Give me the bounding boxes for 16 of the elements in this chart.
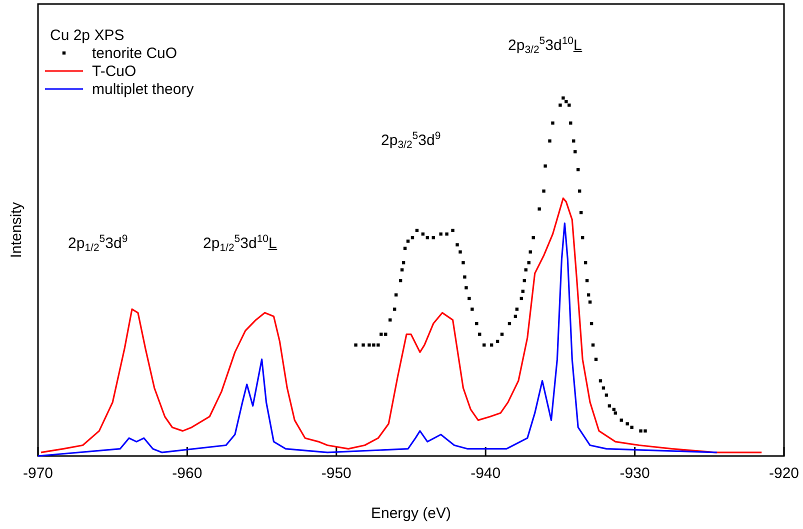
x-tick-label: -950 — [321, 465, 352, 482]
annotation: 2p$_{1/2}$$^{5}$3d$^{9}$ — [68, 232, 128, 254]
x-tick-label: -970 — [22, 465, 54, 482]
legend-label: multiplet theory — [92, 81, 194, 98]
x-tick-label: -930 — [620, 465, 650, 482]
y-axis-title: Intensity — [8, 202, 25, 258]
legend-label: tenorite CuO — [92, 45, 178, 62]
annotation: 2p$_{3/2}$$^{5}$3d$^{9}$ — [381, 130, 441, 151]
legend-title: Cu 2p XPS — [50, 27, 124, 44]
x-tick-label: -960 — [172, 465, 202, 482]
x-tick-label: -940 — [470, 465, 501, 482]
x-axis-title: Energy (eV) — [370, 505, 452, 522]
text: 2p$_{3/2}$$^{5}$3d$^{10}$L̲ — [508, 34, 583, 56]
legend-label: T-CuO — [92, 63, 136, 80]
annotation: 2p$_{1/2}$$^{5}$3d$^{10}$L̲ — [203, 232, 278, 254]
x-tick-label: -920 — [768, 465, 800, 482]
